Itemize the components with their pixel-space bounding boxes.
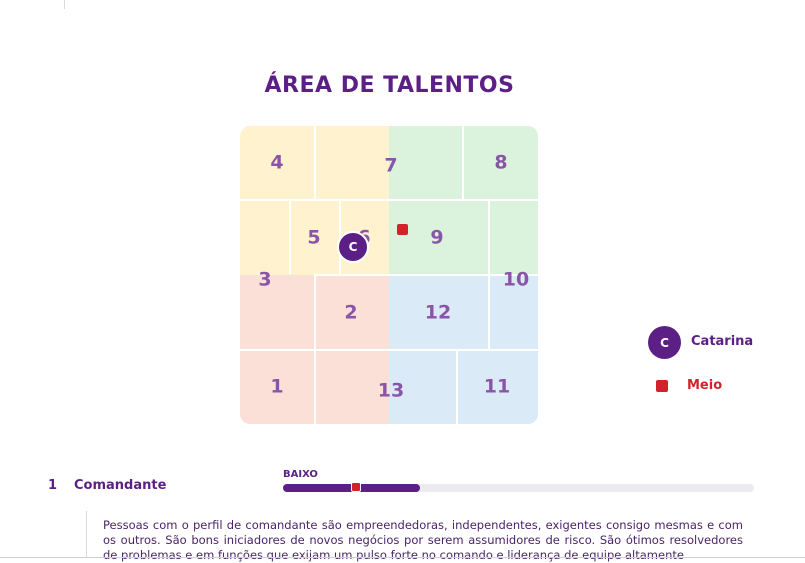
top-divider (64, 0, 65, 9)
profile-score-marker (351, 482, 361, 492)
box-number: 2 (344, 301, 358, 324)
page-title: ÁREA DE TALENTOS (264, 73, 515, 98)
box-number: 5 (307, 226, 321, 249)
grid-line (314, 276, 316, 424)
scale-label: BAIXO (283, 469, 318, 480)
grid-line (488, 201, 490, 349)
legend-person-name: Catarina (691, 334, 754, 349)
box-number: 12 (424, 301, 452, 324)
meio-marker[interactable] (397, 224, 408, 235)
person-avatar[interactable]: C (337, 231, 369, 263)
grid-line (462, 126, 464, 199)
profile-number: 1 (48, 478, 58, 493)
box-number: 7 (384, 154, 398, 177)
box-number: 11 (483, 375, 511, 398)
grid-line (240, 349, 538, 351)
description-rule (86, 511, 87, 558)
box-number: 10 (502, 268, 530, 291)
grid-line (240, 199, 538, 201)
talent-grid: 4 7 8 5 6 9 3 10 2 12 1 13 11 C (240, 126, 538, 424)
legend-marker-icon (656, 380, 668, 392)
grid-line (289, 201, 291, 274)
legend-avatar: C (648, 326, 681, 359)
box-number: 3 (258, 268, 272, 291)
profile-score-bar (283, 482, 754, 492)
grid-line (456, 351, 458, 424)
grid-line (314, 274, 538, 276)
legend-marker-label: Meio (687, 378, 723, 393)
grid-line (314, 126, 316, 199)
box-number: 1 (270, 375, 284, 398)
box-number: 8 (494, 151, 508, 174)
box-number: 9 (430, 226, 444, 249)
box-number: 4 (270, 151, 284, 174)
profile-name: Comandante (74, 478, 167, 493)
zone-green-extension (489, 199, 538, 275)
box-number: 13 (377, 379, 405, 402)
